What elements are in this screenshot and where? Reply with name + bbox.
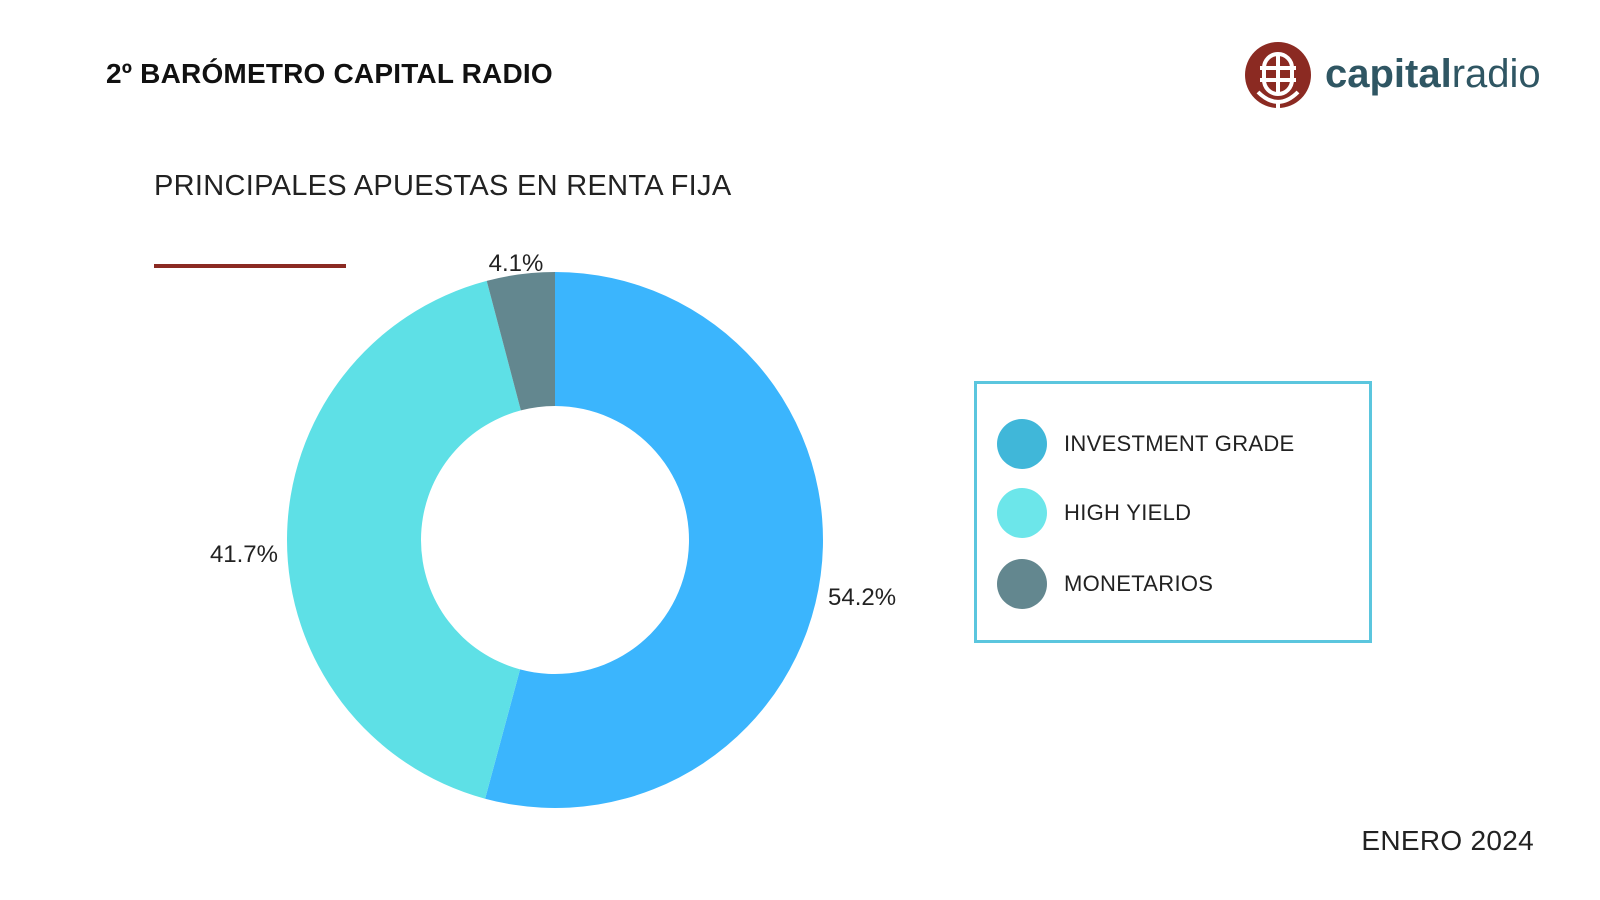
report-date: ENERO 2024 <box>1361 825 1534 856</box>
microphone-globe-icon <box>1245 42 1311 110</box>
donut-slice-investment-grade <box>485 272 824 809</box>
legend-label: MONETARIOS <box>1064 571 1214 596</box>
brand-name-light: radio <box>1451 52 1541 96</box>
legend-swatch <box>997 488 1047 538</box>
brand-logo: capitalradio <box>1243 42 1573 112</box>
slice-value-label: 4.1% <box>489 250 544 277</box>
legend-label: INVESTMENT GRADE <box>1064 431 1295 456</box>
donut-slice-high-yield <box>286 280 521 799</box>
slice-value-label: 54.2% <box>828 584 896 611</box>
legend-item-high-yield: HIGH YIELD <box>997 488 1191 538</box>
legend-label: HIGH YIELD <box>1064 500 1192 525</box>
donut-slice-monetarios <box>486 272 555 411</box>
accent-rule <box>154 264 346 268</box>
chart-title: PRINCIPALES APUESTAS EN RENTA FIJA <box>154 170 732 202</box>
slice-value-label: 41.7% <box>210 541 278 568</box>
legend-swatch <box>997 559 1047 609</box>
legend-item-monetarios: MONETARIOS <box>997 559 1213 609</box>
brand-name-bold: capital <box>1325 52 1452 96</box>
chart-legend: INVESTMENT GRADE HIGH YIELD MONETARIOS <box>974 381 1372 643</box>
legend-swatch <box>997 419 1047 469</box>
page-title: 2º BARÓMETRO CAPITAL RADIO <box>106 58 553 89</box>
legend-item-investment-grade: INVESTMENT GRADE <box>997 419 1295 469</box>
brand-name: capitalradio <box>1325 52 1541 97</box>
